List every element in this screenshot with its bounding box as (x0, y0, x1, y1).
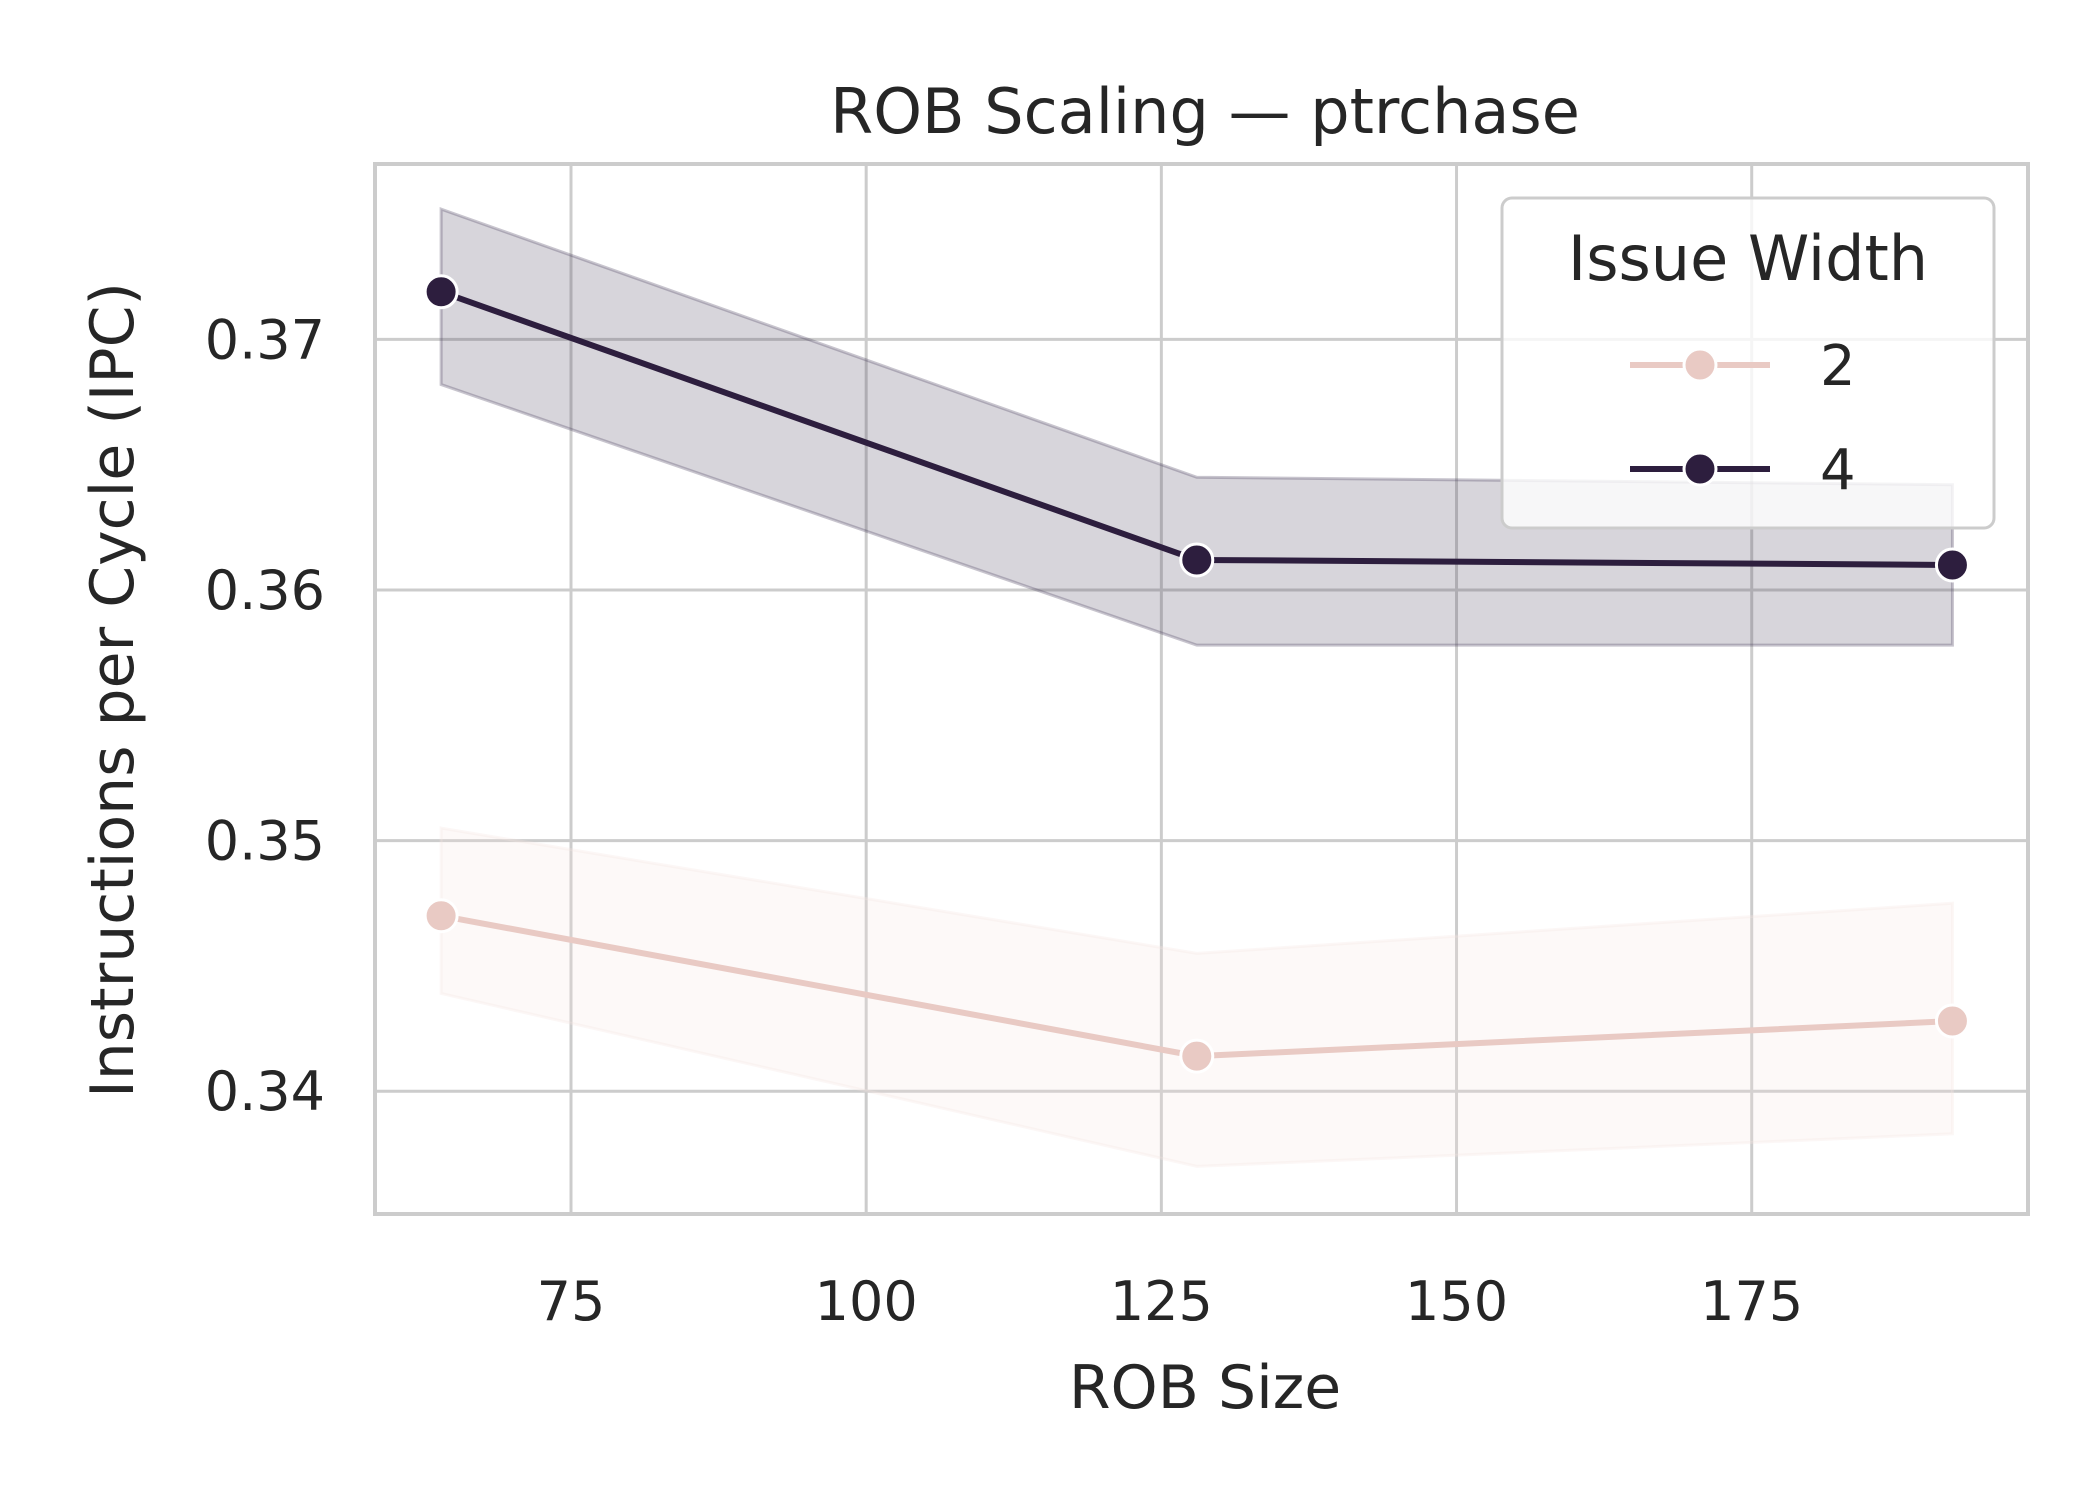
series-2-point (1179, 1038, 1215, 1074)
legend-marker-4 (1682, 451, 1718, 487)
tick-labels: 75 100 125 150 175 0.34 0.35 0.36 0.37 (205, 308, 1803, 1333)
legend-title: Issue Width (1568, 222, 1928, 295)
x-tick-label: 75 (537, 1270, 606, 1333)
confidence-bands (439, 206, 1954, 1168)
grid-lines (375, 164, 2028, 1214)
y-tick-label: 0.37 (205, 308, 325, 371)
x-tick-label: 150 (1405, 1270, 1508, 1333)
legend: Issue Width 24 (1500, 196, 1996, 530)
x-tick-label: 125 (1110, 1270, 1213, 1333)
x-tick-label: 100 (815, 1270, 918, 1333)
x-tick-label: 175 (1700, 1270, 1803, 1333)
series-4-point (1934, 547, 1970, 583)
series-points (423, 274, 1970, 1074)
legend-label-4: 4 (1820, 438, 1856, 503)
series-2-point (1934, 1003, 1970, 1039)
legend-label-2: 2 (1820, 334, 1856, 399)
series-2-ci-band (439, 826, 1954, 1168)
y-tick-label: 0.34 (205, 1060, 325, 1123)
y-axis-label: Instructions per Cycle (IPC) (78, 282, 148, 1098)
plot-frame (373, 162, 2030, 1216)
chart-title: ROB Scaling — ptrchase (830, 75, 1580, 148)
x-axis-label: ROB Size (1069, 1353, 1341, 1423)
series-4-ci-band (439, 206, 1954, 647)
legend-entries: 24 (1630, 334, 1856, 503)
legend-marker-2 (1682, 347, 1718, 383)
series-2-point (423, 898, 459, 934)
series-4-point (1179, 542, 1215, 578)
series-4-point (423, 274, 459, 310)
y-tick-label: 0.35 (205, 810, 325, 873)
y-tick-label: 0.36 (205, 559, 325, 622)
